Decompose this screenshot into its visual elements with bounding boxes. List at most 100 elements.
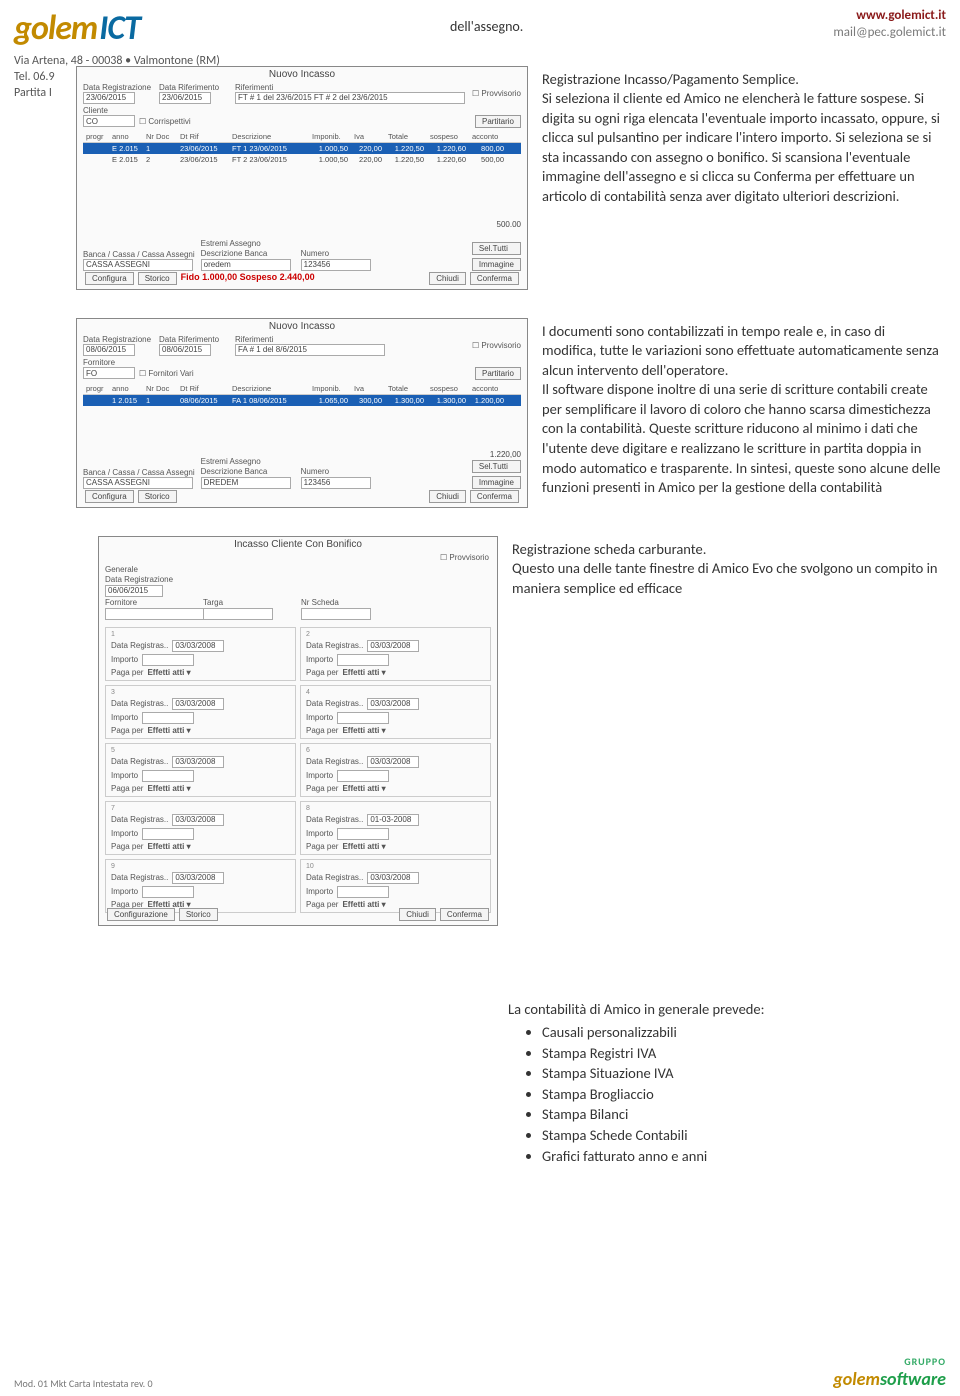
section-4-item: Stampa Schede Contabili	[542, 1126, 942, 1146]
website-link[interactable]: www.golemict.it	[833, 8, 946, 25]
ss3-panel-importo[interactable]	[142, 770, 194, 782]
ss2-btn-configura[interactable]: Configura	[85, 490, 134, 503]
ss3-panel-effetti[interactable]: Effetti atti ▾	[342, 668, 385, 677]
ss2-btn-partitario[interactable]: Partitario	[475, 367, 521, 380]
ss3-lbl-dataregistr: Data Registras..	[306, 815, 363, 824]
section-1: Nuovo Incasso Data Registrazione23/06/20…	[12, 66, 948, 290]
ss3-panel-effetti[interactable]: Effetti atti ▾	[147, 726, 190, 735]
ss3-panel-importo[interactable]	[337, 828, 389, 840]
ss2-lbl-fornitore: Fornitore	[83, 358, 135, 367]
ss3-panel-importo[interactable]	[142, 654, 194, 666]
ss3-panel-importo[interactable]	[142, 828, 194, 840]
ss3-panel-effetti[interactable]: Effetti atti ▾	[342, 784, 385, 793]
ss1-date1[interactable]: 23/06/2015	[83, 92, 135, 104]
ss1-btn-configura[interactable]: Configura	[85, 272, 134, 285]
ss1-red-text: Fido 1.000,00 Sospeso 2.440,00	[181, 272, 315, 285]
ss1-chk-provvisorio[interactable]: Provvisorio	[481, 89, 521, 98]
section-4-item: Stampa Situazione IVA	[542, 1064, 942, 1084]
ss2-row-1[interactable]: 1 2.015108/06/2015FA 1 08/06/20151.065,0…	[83, 395, 521, 406]
ss3-chk-provvisorio[interactable]: Provvisorio	[449, 553, 489, 562]
screenshot-incasso-2: Nuovo Incasso Data Registrazione08/06/20…	[76, 318, 528, 508]
ss1-lbl-datarif: Data Riferimento	[159, 83, 231, 92]
ss1-col-3: Dt Rif	[177, 131, 229, 142]
ss1-btn-conferma[interactable]: Conferma	[470, 272, 519, 285]
ss3-panel-effetti[interactable]: Effetti atti ▾	[342, 726, 385, 735]
ss1-row-2[interactable]: E 2.015223/06/2015FT 2 23/06/20151.000,5…	[83, 154, 521, 165]
ss3-lbl-dataregistr: Data Registras..	[111, 757, 168, 766]
header-contact: www.golemict.it mail@pec.golemict.it	[833, 8, 946, 42]
ss3-panel-effetti[interactable]: Effetti atti ▾	[147, 842, 190, 851]
ss1-riferimenti[interactable]: FT # 1 del 23/6/2015 FT # 2 del 23/6/201…	[235, 92, 465, 104]
ss2-btn-seltutti[interactable]: Sel.Tutti	[472, 460, 521, 473]
ss3-btn-chiudi[interactable]: Chiudi	[399, 908, 436, 921]
ss1-lbl-descbanca: Descrizione Banca	[201, 249, 291, 258]
ss3-panel-effetti[interactable]: Effetti atti ▾	[147, 668, 190, 677]
ss3-lbl-nrscheda: Nr Scheda	[301, 598, 391, 607]
ss3-panel: 8Data Registras..01-03-2008ImportoPaga p…	[300, 801, 491, 855]
ss2-fornitore[interactable]: FO	[83, 367, 135, 379]
ss3-panel-date[interactable]: 03/03/2008	[172, 698, 224, 710]
ss3-panel-importo[interactable]	[142, 886, 194, 898]
ss3-panel-date[interactable]: 03/03/2008	[172, 756, 224, 768]
ss2-btn-storico[interactable]: Storico	[138, 490, 177, 503]
ss3-panel-date[interactable]: 03/03/2008	[172, 640, 224, 652]
ss3-panel-importo[interactable]	[337, 712, 389, 724]
ss2-chk-provvisorio[interactable]: Provvisorio	[481, 341, 521, 350]
ss3-panel-importo[interactable]	[337, 770, 389, 782]
section-4-item: Grafici fatturato anno e anni	[542, 1147, 942, 1167]
ss2-btn-conferma[interactable]: Conferma	[470, 490, 519, 503]
ss3-panel-date[interactable]: 03/03/2008	[367, 698, 419, 710]
footer-doc-ref: Mod. 01 Mkt Carta Intestata rev. 0	[14, 1377, 153, 1390]
ss2-date2[interactable]: 08/06/2015	[159, 344, 211, 356]
ss3-lbl-dataregistr: Data Registras..	[111, 873, 168, 882]
ss2-chk-fornvari[interactable]: Fornitori Vari	[148, 369, 193, 378]
section-4: La contabilità di Amico in generale prev…	[12, 996, 948, 1172]
ss1-col-2: Nr Doc	[143, 131, 177, 142]
ss1-btn-partitario[interactable]: Partitario	[475, 115, 521, 128]
ss3-lbl-dataregistr: Data Registras..	[306, 757, 363, 766]
ss2-date1[interactable]: 08/06/2015	[83, 344, 135, 356]
ss1-cliente[interactable]: CO	[83, 115, 135, 127]
ss3-lbl-dataregistr: Data Registras..	[111, 699, 168, 708]
ss1-title: Nuovo Incasso	[77, 67, 527, 82]
email-link[interactable]: mail@pec.golemict.it	[833, 25, 946, 42]
ss1-date2[interactable]: 23/06/2015	[159, 92, 211, 104]
ss2-table: progrannoNr DocDt RifDescrizioneImponib.…	[83, 383, 521, 406]
ss1-btn-storico[interactable]: Storico	[138, 272, 177, 285]
ss2-btn-chiudi[interactable]: Chiudi	[429, 490, 466, 503]
ss1-col-6: Iva	[351, 131, 385, 142]
ss3-panel: 2Data Registras..03/03/2008ImportoPaga p…	[300, 627, 491, 681]
ss3-targa[interactable]	[203, 608, 273, 620]
ss3-lbl-importo: Importo	[306, 829, 333, 838]
footer-gruppo: GRUPPO	[833, 1355, 946, 1368]
ss3-panel-date[interactable]: 03/03/2008	[367, 640, 419, 652]
ss3-panel-effetti[interactable]: Effetti atti ▾	[342, 842, 385, 851]
ss3-btn-storico[interactable]: Storico	[179, 908, 218, 921]
ss1-chk-corri[interactable]: Corrispettivi	[148, 117, 190, 126]
ss3-panel-date[interactable]: 03/03/2008	[367, 872, 419, 884]
ss1-btn-seltutti[interactable]: Sel.Tutti	[472, 242, 521, 255]
ss3-btn-configurazione[interactable]: Configurazione	[107, 908, 175, 921]
ss3-btn-conferma[interactable]: Conferma	[440, 908, 489, 921]
ss3-nrscheda[interactable]	[301, 608, 371, 620]
ss1-lbl-numero: Numero	[301, 249, 371, 258]
ss3-panel: 6Data Registras..03/03/2008ImportoPaga p…	[300, 743, 491, 797]
ss3-panel-date[interactable]: 03/03/2008	[172, 814, 224, 826]
ss3-panel-date[interactable]: 03/03/2008	[172, 872, 224, 884]
ss3-datareg[interactable]: 06/06/2015	[105, 585, 163, 597]
ss3-panel-importo[interactable]	[337, 654, 389, 666]
ss1-btn-chiudi[interactable]: Chiudi	[429, 272, 466, 285]
ss3-panel-importo[interactable]	[337, 886, 389, 898]
ss2-riferimenti[interactable]: FA # 1 del 8/6/2015	[235, 344, 385, 356]
page-header: golem ICT dell'assegno. www.golemict.it …	[0, 0, 960, 53]
ss3-lbl-pagaper: Paga per	[306, 842, 338, 851]
ss3-lbl-pagaper: Paga per	[306, 668, 338, 677]
footer-golem: golem	[833, 1368, 880, 1390]
ss3-panel-importo[interactable]	[142, 712, 194, 724]
ss1-row-1[interactable]: E 2.015123/06/2015FT 1 23/06/20151.000,5…	[83, 143, 521, 154]
ss3-panel-date[interactable]: 03/03/2008	[367, 756, 419, 768]
ss3-lbl-generale: Generale	[105, 565, 195, 574]
ss3-panel-date[interactable]: 01-03-2008	[367, 814, 419, 826]
section-3-text: Registrazione scheda carburante. Questo …	[506, 536, 948, 603]
ss3-panel-effetti[interactable]: Effetti atti ▾	[147, 784, 190, 793]
